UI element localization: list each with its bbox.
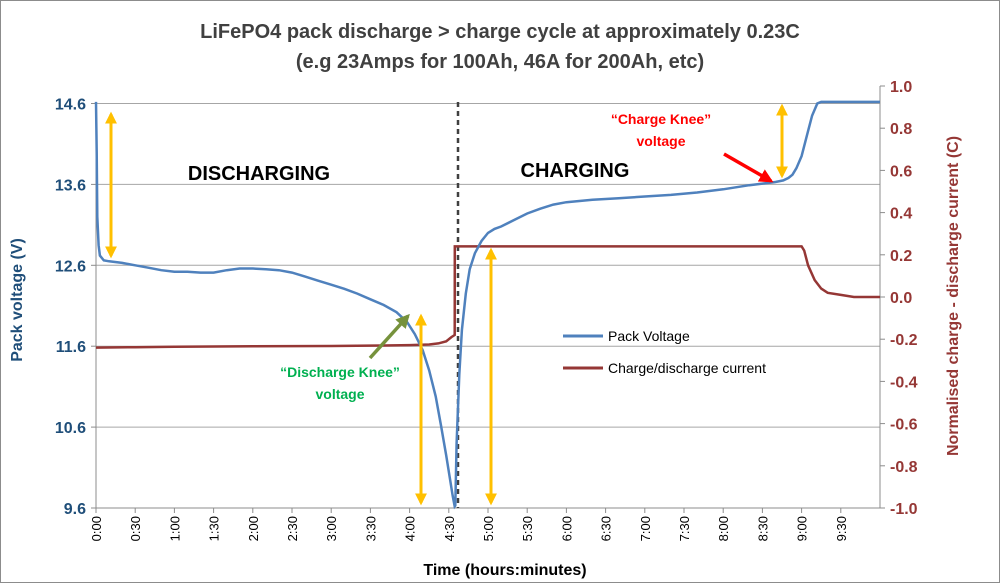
legend-current-label: Charge/discharge current	[608, 360, 766, 376]
x-tick-label: 0:00	[89, 516, 104, 541]
charge-knee-label-line2: voltage	[636, 133, 685, 149]
right-tick-label: -0.2	[890, 332, 918, 349]
left-tick-label: 11.6	[56, 339, 86, 356]
x-tick-label: 9:00	[795, 516, 810, 541]
discharge-knee-pointer	[368, 313, 410, 360]
right-tick-label: 0.4	[890, 206, 912, 223]
left-tick-label: 12.6	[55, 258, 86, 275]
left-tick-label: 10.6	[55, 420, 86, 437]
discharge-knee-label-line2: voltage	[315, 386, 364, 402]
y-axis-left-title: Pack voltage (V)	[9, 238, 26, 362]
x-tick-label: 3:00	[324, 516, 339, 541]
right-tick-label: 0.8	[890, 121, 912, 138]
right-tick-label: -0.8	[890, 459, 918, 476]
right-tick-label: -0.6	[890, 417, 918, 434]
x-tick-label: 2:00	[246, 516, 261, 541]
chart-title-line2: (e.g 23Amps for 100Ah, 46A for 200Ah, et…	[296, 51, 704, 73]
legend-voltage-label: Pack Voltage	[608, 328, 690, 344]
right-tick-label: 1.0	[890, 79, 912, 96]
series-voltage-line	[94, 100, 880, 510]
gridlines	[96, 103, 880, 428]
right-axis-ticks: -1.0 -0.8 -0.6 -0.4 -0.2 0.0 0.2 0.4 0.6 0.8 1.0	[880, 79, 918, 518]
x-tick-label: 3:30	[363, 516, 378, 541]
x-tick-label: 6:30	[599, 516, 614, 541]
x-tick-label: 7:00	[638, 516, 653, 541]
x-tick-label: 2:30	[285, 516, 300, 541]
legend: Pack Voltage Charge/discharge current	[563, 328, 766, 376]
x-tick-label: 7:30	[677, 516, 692, 541]
left-tick-label: 13.6	[55, 177, 86, 194]
right-tick-label: -0.4	[890, 374, 918, 391]
left-tick-label: 14.6	[55, 97, 86, 114]
series-current-line	[95, 245, 880, 349]
chart-title-line1: LiFePO4 pack discharge > charge cycle at…	[200, 21, 800, 43]
left-tick-label: 9.6	[64, 501, 86, 518]
y-axis-right-title: Normalised charge - discharge current (C…	[945, 136, 962, 456]
x-tick-label: 0:30	[128, 516, 143, 541]
charging-label: CHARGING	[521, 160, 630, 182]
discharge-knee-label-line1: “Discharge Knee”	[280, 364, 400, 380]
x-tick-label: 4:00	[403, 516, 418, 541]
x-tick-label: 9:30	[834, 516, 849, 541]
discharging-label: DISCHARGING	[188, 163, 330, 185]
right-tick-label: 0.0	[890, 290, 912, 307]
x-tick-label: 6:00	[559, 516, 574, 541]
x-tick-label: 4:30	[442, 516, 457, 541]
right-tick-label: -1.0	[890, 501, 918, 518]
x-tick-label: 8:00	[716, 516, 731, 541]
x-tick-label: 1:30	[207, 516, 222, 541]
x-tick-label: 8:30	[755, 516, 770, 541]
x-tick-label: 5:00	[481, 516, 496, 541]
x-tick-label: 5:30	[520, 516, 535, 541]
x-axis-ticks: 0:00 0:30 1:00 1:30 2:00 2:30 3:00 3:30 4:00 4:30…	[89, 508, 849, 541]
x-axis-title: Time (hours:minutes)	[423, 562, 586, 579]
right-tick-label: 0.2	[890, 248, 912, 265]
left-axis-ticks: 9.6 10.6 11.6 12.6 13.6 14.6	[55, 97, 96, 518]
x-tick-label: 1:00	[167, 516, 182, 541]
charge-knee-pointer	[723, 152, 774, 183]
right-tick-label: 0.6	[890, 163, 912, 180]
charge-knee-label-line1: “Charge Knee”	[611, 111, 711, 127]
